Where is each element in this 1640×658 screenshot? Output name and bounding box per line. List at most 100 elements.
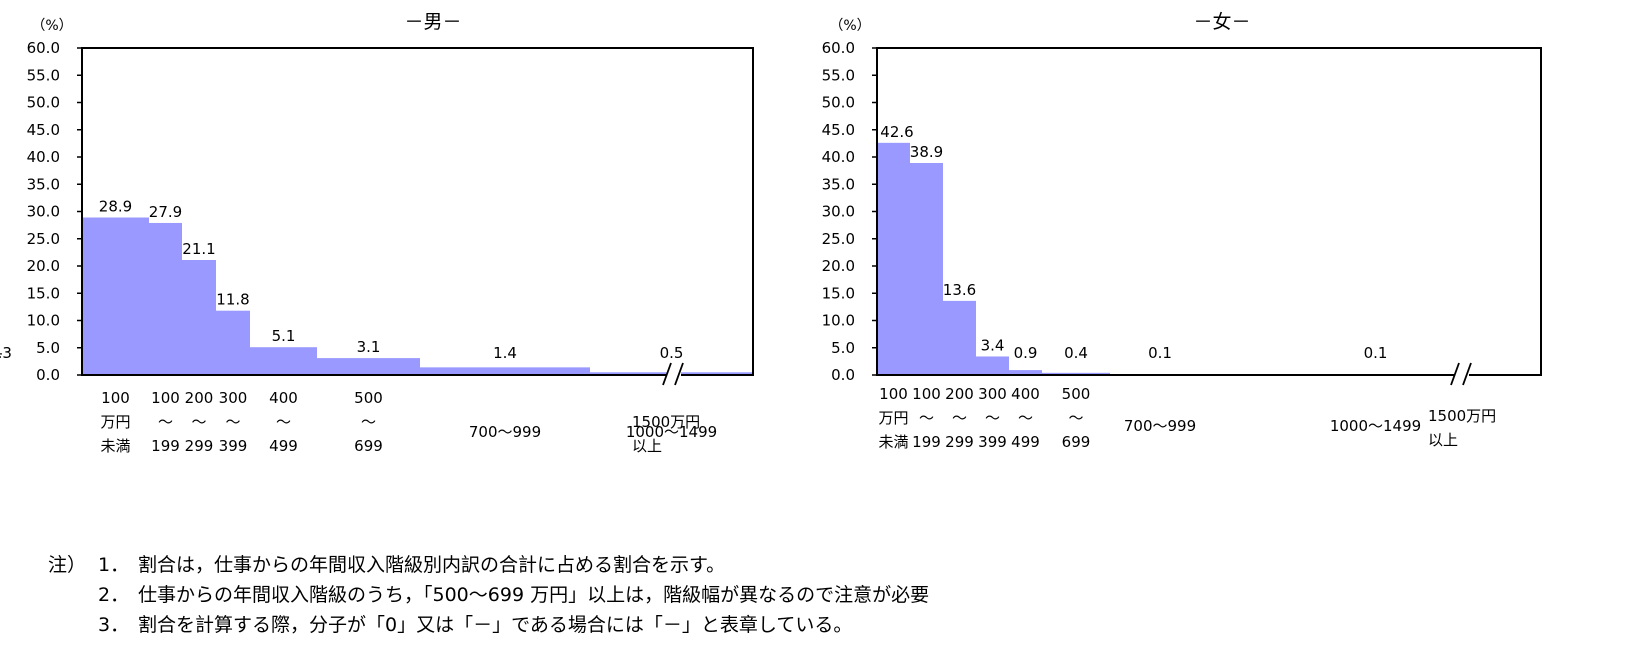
chart-female: －女－（%）42.6100万円未満38.9100～19913.6200～2993… [0, 11, 1542, 451]
category-label: 万円 [100, 413, 130, 431]
axis-break-mark [674, 362, 684, 386]
data-label: 0.1 [1364, 344, 1388, 362]
category-label: ～ [952, 409, 967, 427]
charts-svg: －男－（%）28.9100万円未満27.9100～19921.1200～2991… [0, 11, 1542, 455]
data-label: 21.1 [182, 240, 215, 258]
y-axis-unit: （%） [829, 18, 870, 34]
y-tick-label: 20.0 [822, 257, 855, 275]
y-tick-label: 60.0 [822, 39, 855, 57]
bar [250, 347, 317, 375]
note-2: 2． 仕事からの年間収入階級のうち，「500～699 万円」以上は，階級幅が異な… [48, 580, 929, 610]
y-tick-label: 50.0 [27, 94, 60, 112]
bar [910, 162, 943, 375]
category-label: 699 [1062, 433, 1091, 451]
y-tick-label: 25.0 [822, 230, 855, 248]
axis-break-mark [1450, 362, 1460, 386]
note-number: 2． [98, 584, 130, 606]
bar [216, 310, 250, 375]
category-label: 399 [978, 433, 1007, 451]
category-label: 1500万円 [632, 413, 700, 431]
y-tick-label: 5.0 [36, 339, 60, 357]
category-label: 199 [912, 433, 941, 451]
y-tick-label: 50.0 [822, 94, 855, 112]
y-tick-label: 15.0 [27, 284, 60, 302]
y-tick-label: 45.0 [27, 121, 60, 139]
y-tick-label: 5.0 [831, 339, 855, 357]
category-label: 200 [185, 389, 214, 407]
category-label: 1000～1499 [1330, 417, 1421, 435]
category-label: 100 [912, 385, 941, 403]
plot-frame [876, 47, 1542, 376]
y-tick-label: 40.0 [27, 148, 60, 166]
y-tick-label: 0.0 [36, 366, 60, 384]
category-label: 100 [151, 389, 180, 407]
note-prefix: 注） [48, 554, 87, 576]
y-tick-label: 10.0 [27, 312, 60, 330]
category-label: 499 [269, 437, 298, 455]
bar [420, 367, 590, 375]
chart-title: －女－ [1193, 11, 1250, 33]
category-label: ～ [158, 413, 173, 431]
data-label: 0.4 [1064, 344, 1088, 362]
bar [182, 260, 216, 375]
axis-break-gap [667, 372, 681, 378]
y-tick-label: 35.0 [27, 175, 60, 193]
data-label: 5.1 [272, 327, 296, 345]
category-label: 699 [354, 437, 383, 455]
category-label: ～ [985, 409, 1000, 427]
data-label: 28.9 [99, 197, 132, 215]
category-label: 500 [1062, 385, 1091, 403]
y-tick-label: 10.0 [822, 312, 855, 330]
y-tick-label: 40.0 [822, 148, 855, 166]
category-label: 700～999 [1124, 417, 1196, 435]
category-label: 400 [269, 389, 298, 407]
y-tick-label: 60.0 [27, 39, 60, 57]
category-label: ～ [919, 409, 934, 427]
note-text: 割合は，仕事からの年間収入階級別内訳の合計に占める割合を示す。 [138, 554, 726, 576]
chart-title: －男－ [404, 11, 461, 33]
category-label: ～ [191, 413, 206, 431]
category-label: 100 [879, 385, 908, 403]
category-label: 500 [354, 389, 383, 407]
data-label: 42.6 [880, 123, 913, 141]
bar [82, 217, 149, 375]
y-tick-label: 15.0 [822, 284, 855, 302]
bar [877, 142, 910, 375]
category-label: 以上 [632, 437, 662, 455]
data-label: 13.6 [943, 281, 976, 299]
y-tick-label: 20.0 [27, 257, 60, 275]
category-label: ～ [1068, 409, 1083, 427]
category-label: ～ [361, 413, 376, 431]
category-label: 199 [151, 437, 180, 455]
y-axis-unit: （%） [31, 18, 72, 34]
category-label: 未満 [100, 437, 130, 455]
data-label: 0.1 [1148, 344, 1172, 362]
category-label: 200 [945, 385, 974, 403]
y-tick-label: 25.0 [27, 230, 60, 248]
category-label: 499 [1011, 433, 1040, 451]
data-label: - [0, 344, 3, 362]
y-tick-label: 35.0 [822, 175, 855, 193]
category-label: 300 [219, 389, 248, 407]
data-label: 0.5 [660, 344, 684, 362]
axis-break-mark [1462, 362, 1472, 386]
category-label: 299 [945, 433, 974, 451]
note-number: 1． [98, 554, 130, 576]
data-label: 0.9 [1014, 344, 1038, 362]
y-tick-label: 30.0 [27, 203, 60, 221]
note-number: 3． [98, 614, 130, 636]
category-label: ～ [1018, 409, 1033, 427]
axis-break-mark [662, 362, 672, 386]
y-tick-label: 45.0 [822, 121, 855, 139]
y-tick-label: 55.0 [27, 66, 60, 84]
y-tick-label: 0.0 [831, 366, 855, 384]
data-label: 1.4 [493, 344, 517, 362]
note-1: 注） 1． 割合は，仕事からの年間収入階級別内訳の合計に占める割合を示す。 [48, 550, 929, 580]
data-label: 27.9 [149, 203, 182, 221]
bar [1009, 370, 1042, 375]
y-tick-label: 55.0 [822, 66, 855, 84]
data-label: 38.9 [910, 143, 943, 161]
bar [943, 300, 976, 375]
y-tick-label: 30.0 [822, 203, 855, 221]
